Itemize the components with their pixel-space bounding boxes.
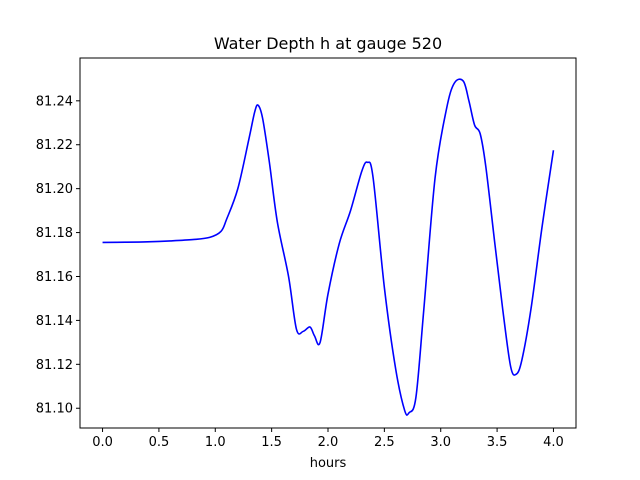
y-tick-label: 81.12 — [36, 358, 73, 373]
y-tick-label: 81.14 — [36, 314, 73, 329]
x-tick-label: 0.5 — [149, 435, 170, 450]
x-axis: 0.0 0.5 1.0 1.5 2.0 2.5 3.0 3.5 4.0 — [92, 428, 564, 450]
x-tick-label: 1.5 — [261, 435, 282, 450]
x-tick-label: 3.5 — [487, 435, 508, 450]
y-tick-label: 81.24 — [36, 94, 73, 109]
x-tick-label: 2.5 — [374, 435, 395, 450]
y-tick-label: 81.10 — [36, 402, 73, 417]
x-tick-label: 2.0 — [318, 435, 339, 450]
x-axis-label: hours — [310, 456, 347, 471]
x-tick-label: 1.0 — [205, 435, 226, 450]
y-axis: 81.10 81.12 81.14 81.16 81.18 81.20 81.22 81.24 — [36, 94, 80, 417]
x-tick-label: 3.0 — [430, 435, 451, 450]
x-tick-label: 4.0 — [543, 435, 564, 450]
y-tick-label: 81.16 — [36, 270, 73, 285]
y-tick-label: 81.22 — [36, 138, 73, 153]
y-tick-label: 81.18 — [36, 226, 73, 241]
water-depth-line — [102, 78, 555, 416]
y-tick-label: 81.20 — [36, 182, 73, 197]
chart-title: Water Depth h at gauge 520 — [214, 34, 442, 53]
x-tick-label: 0.0 — [92, 435, 113, 450]
